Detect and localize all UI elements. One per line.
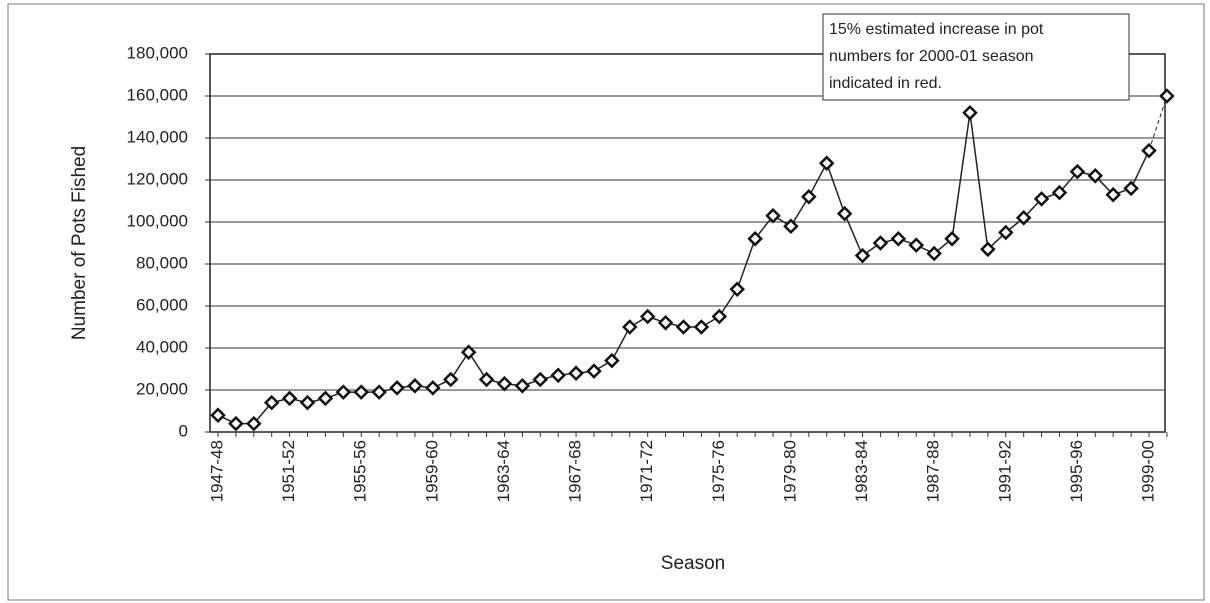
point [1051, 184, 1068, 201]
x-tick-label: 1947-48 [207, 440, 226, 502]
point [693, 319, 710, 335]
x-tick-label: 1979-80 [780, 440, 799, 502]
y-tick-label: 0 [179, 421, 188, 440]
point [818, 155, 835, 171]
point [854, 247, 871, 264]
point [675, 319, 692, 335]
point [962, 105, 978, 121]
point [908, 237, 925, 253]
point [1159, 88, 1175, 104]
annotation-line: numbers for 2000-01 season [829, 48, 1034, 65]
x-tick-label: 1975-76 [709, 440, 728, 502]
series-line [217, 112, 1150, 425]
point [765, 207, 781, 224]
x-tick-label: 1951-52 [279, 440, 298, 502]
x-tick-label: 1967-68 [566, 440, 585, 502]
point [711, 308, 728, 325]
point [335, 384, 352, 400]
annotation: 15% estimated increase in pot numbers for… [822, 13, 1130, 101]
point [532, 371, 549, 388]
point [246, 415, 262, 432]
point [299, 394, 316, 411]
point [926, 245, 942, 262]
x-tick-label: 1955-56 [351, 440, 370, 502]
x-tick-label: 1963-64 [494, 440, 513, 502]
y-tick-label: 100,000 [127, 211, 188, 230]
point [1087, 168, 1104, 184]
y-axis-label: Number of Pots Fished [69, 146, 90, 340]
plot-area [209, 53, 1166, 433]
y-tick-label: 140,000 [127, 127, 188, 146]
point [389, 380, 405, 396]
point [729, 281, 745, 297]
point [1015, 210, 1032, 226]
y-tick-label: 160,000 [127, 85, 188, 104]
point [1033, 191, 1050, 207]
point [622, 319, 638, 335]
point [783, 218, 799, 234]
point [568, 365, 584, 381]
point [281, 390, 298, 407]
x-tick-label: 1959-60 [422, 440, 441, 502]
annotation-box [822, 13, 1130, 101]
y-tick-label: 120,000 [127, 169, 188, 188]
point [1105, 186, 1121, 203]
point [872, 235, 889, 251]
point [801, 189, 817, 205]
y-tick-label: 80,000 [136, 253, 188, 272]
point [998, 224, 1014, 241]
x-tick-label: 1991-92 [995, 440, 1014, 502]
point [263, 394, 280, 411]
point [1069, 163, 1086, 180]
y-tick-label: 60,000 [136, 295, 188, 314]
y-tick-label: 20,000 [136, 379, 188, 398]
point [228, 415, 244, 432]
point [425, 380, 441, 396]
point [657, 315, 674, 331]
point [639, 308, 656, 325]
point [317, 390, 334, 407]
point [460, 344, 477, 360]
point [478, 371, 495, 388]
point [514, 378, 531, 394]
point [980, 241, 996, 258]
y-tick-label: 40,000 [136, 337, 188, 356]
point [371, 384, 387, 400]
estimate-line [1148, 95, 1168, 151]
point [1123, 180, 1139, 197]
point [1141, 142, 1157, 159]
x-tick-label: 1983-84 [852, 440, 871, 502]
point [496, 375, 513, 392]
point [890, 231, 907, 247]
point [550, 367, 566, 384]
annotation-line: 15% estimated increase in pot [829, 21, 1044, 38]
point [442, 371, 459, 388]
x-tick-label: 1971-72 [637, 440, 656, 502]
point [604, 352, 620, 369]
point [747, 231, 763, 247]
point [407, 378, 423, 394]
x-tick-label: 1999-00 [1138, 440, 1157, 502]
point [836, 205, 853, 222]
point [944, 231, 960, 247]
annotation-line: indicated in red. [829, 75, 942, 92]
frame [7, 3, 1205, 601]
x-axis-label: Season [661, 553, 725, 574]
point [586, 363, 602, 379]
y-tick-label: 180,000 [127, 43, 188, 62]
x-tick-label: 1987-88 [924, 440, 943, 502]
x-tick-label: 1995-96 [1067, 440, 1086, 502]
point [210, 407, 226, 423]
point [353, 384, 369, 400]
